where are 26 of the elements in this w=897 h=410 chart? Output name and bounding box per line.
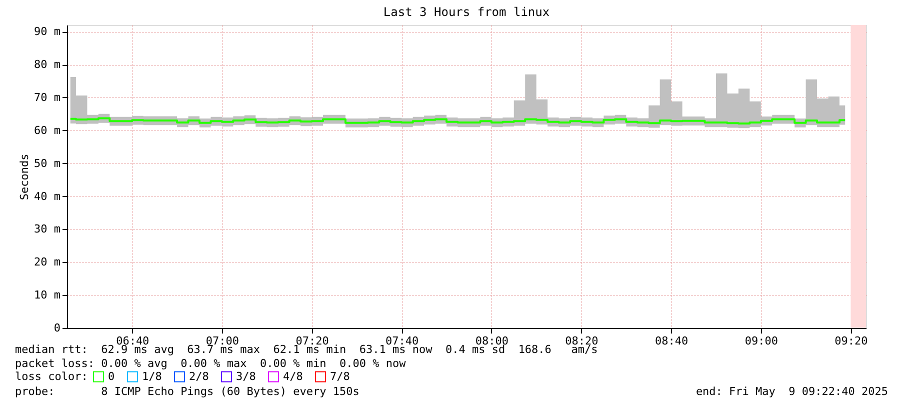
x-tick-label: 09:20 (834, 334, 868, 348)
y-axis-title: Seconds (18, 154, 32, 200)
x-tick-label: 08:40 (655, 334, 688, 348)
y-tick-label: 70 m (34, 90, 61, 104)
y-tick-label: 60 m (34, 124, 61, 137)
x-tick-label: 07:40 (386, 334, 419, 348)
legend-label: 2/8 (189, 370, 209, 383)
text: end: Fri May 9 09:22:40 2025 (696, 385, 888, 398)
legend-label: 0 (108, 370, 115, 383)
y-tick-label: 0 (54, 322, 60, 334)
legend-label: 7/8 (330, 370, 350, 383)
legend-label: 3/8 (236, 370, 256, 383)
legend-title: loss color: (15, 370, 88, 383)
legend-label: 4/8 (283, 370, 303, 383)
y-tick-label: 40 m (34, 190, 61, 203)
y-tick-label: 90 m (34, 25, 61, 38)
y-tick-label: 30 m (34, 222, 61, 236)
chart-title: Last 3 Hours from linux (383, 5, 550, 19)
y-tick-label: 10 m (34, 288, 61, 302)
legend-label: 1/8 (142, 370, 162, 383)
text: probe: 8 ICMP Echo Pings (60 Bytes) every 150s (15, 385, 360, 398)
x-tick-label: 09:00 (744, 334, 778, 348)
y-tick-label: 80 m (34, 58, 61, 72)
y-tick-label: 20 m (34, 256, 61, 269)
text: packet loss: 0.00 % avg 0.00 % max 0.00 % min 0.00 % now (15, 357, 406, 370)
y-tick-label: 50 m (34, 156, 61, 170)
